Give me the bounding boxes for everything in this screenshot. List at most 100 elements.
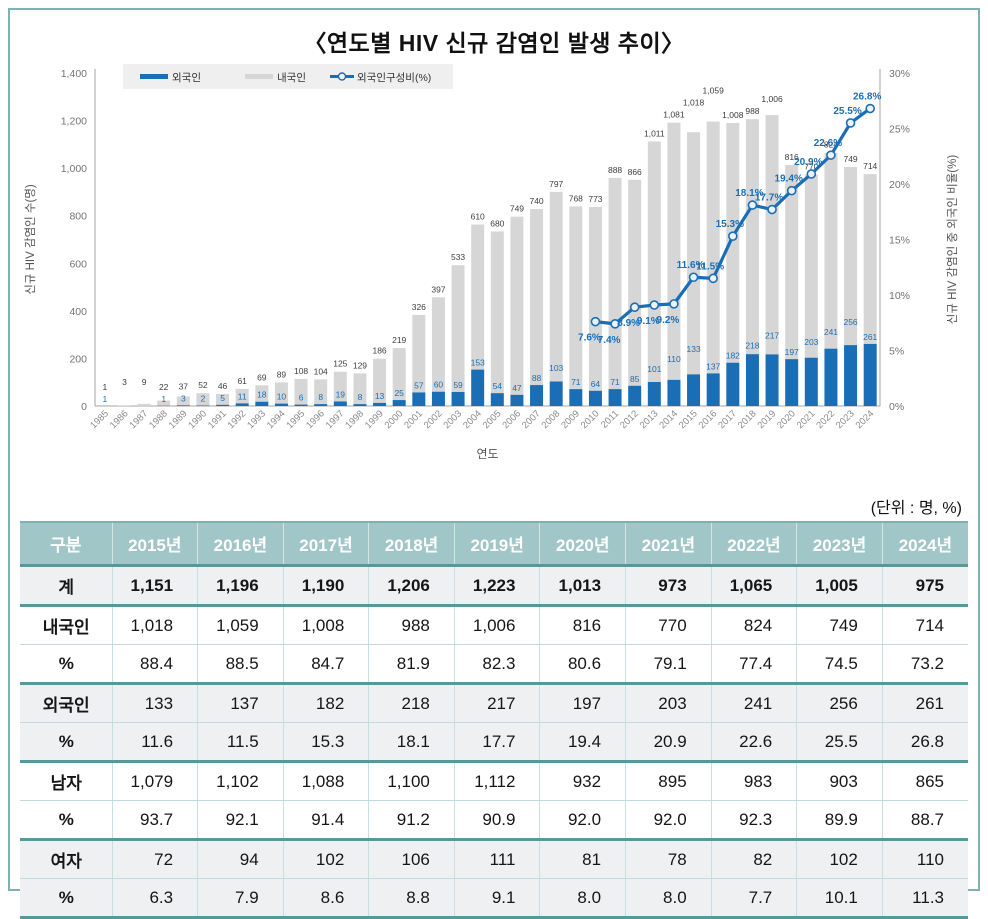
bar-foreign: [726, 363, 739, 406]
table-cell: 9.1: [454, 879, 540, 918]
table-cell: 88.5: [198, 645, 284, 684]
bar-label-foreign: 261: [863, 332, 877, 342]
bar-domestic: [589, 207, 602, 391]
hiv-trend-chart: 02004006008001,0001,2001,4000%5%10%15%20…: [0, 56, 988, 476]
chart-title: 〈연도별 HIV 신규 감염인 발생 추이〉: [0, 24, 988, 58]
bar-domestic: [118, 405, 131, 406]
bar-label-domestic: 397: [431, 284, 445, 294]
x-tick-label: 2024: [854, 408, 877, 431]
table-cell: 8.8: [369, 879, 455, 918]
bar-domestic: [766, 115, 779, 354]
bar-foreign: [491, 393, 504, 406]
y-left-axis-title: 신규 HIV 감염인 수(명): [24, 184, 37, 295]
bar-label-foreign: 19: [336, 389, 346, 399]
ratio-label: 25.5%: [833, 106, 861, 117]
bar-foreign: [373, 403, 386, 406]
bar-domestic: [628, 180, 641, 386]
bar-label-domestic: 1,008: [722, 110, 744, 120]
x-tick-label: 1990: [186, 408, 209, 431]
bar-foreign: [569, 389, 582, 406]
table-cell: 1,190: [283, 566, 369, 606]
bar-foreign: [412, 392, 425, 406]
table-header-year: 2024년: [882, 522, 968, 566]
bar-label-foreign: 203: [804, 337, 818, 347]
y-left-tick-label: 400: [69, 306, 87, 318]
table-cell: 22.6: [711, 723, 797, 762]
table-cell: 1,065: [711, 566, 797, 606]
bar-foreign: [295, 405, 308, 406]
ratio-point: [847, 119, 855, 127]
bar-foreign: [432, 392, 445, 406]
table-cell: 973: [626, 566, 712, 606]
table-cell: 77.4: [711, 645, 797, 684]
bars: [98, 115, 876, 406]
table-cell: 1,151: [112, 566, 198, 606]
x-tick-label: 2019: [755, 408, 778, 431]
bar-domestic: [452, 265, 465, 392]
table-cell: 11.3: [882, 879, 968, 918]
table-cell: 8.0: [626, 879, 712, 918]
x-tick-label: 2022: [814, 408, 837, 431]
bar-foreign: [255, 402, 268, 406]
row-label: 계: [20, 566, 112, 606]
bar-foreign: [216, 405, 229, 406]
table-cell: 74.5: [797, 645, 883, 684]
ratio-point: [788, 187, 796, 195]
ratio-label: 15.3%: [716, 219, 744, 230]
bar-label-domestic: 866: [628, 167, 642, 177]
x-tick-label: 2016: [697, 408, 720, 431]
x-tick-label: 1996: [304, 408, 327, 431]
table-header-year: 2018년: [369, 522, 455, 566]
bar-label-foreign: 71: [610, 377, 620, 387]
table-cell: 72: [112, 840, 198, 879]
bar-foreign: [510, 395, 523, 406]
ratio-point: [768, 206, 776, 214]
bar-label-domestic: 749: [843, 154, 857, 164]
bar-label-foreign: 88: [532, 373, 542, 383]
bar-foreign: [766, 354, 779, 406]
bar-foreign: [452, 392, 465, 406]
table-cell: 1,006: [454, 606, 540, 645]
row-label: %: [20, 801, 112, 840]
bar-label-domestic: 89: [277, 369, 287, 379]
bar-foreign: [746, 354, 759, 406]
table-cell: 1,112: [454, 762, 540, 801]
bar-label-foreign: 218: [745, 341, 759, 351]
bar-foreign: [236, 403, 249, 406]
table-cell: 133: [112, 684, 198, 723]
ratio-label: 17.7%: [755, 193, 783, 204]
bar-domestic: [707, 122, 720, 374]
table-header-year: 2023년: [797, 522, 883, 566]
y-right-tick-label: 10%: [889, 290, 910, 302]
table-cell: 92.0: [626, 801, 712, 840]
bar-domestic: [550, 192, 563, 382]
bar-label-domestic: 9: [142, 377, 147, 387]
table-cell: 89.9: [797, 801, 883, 840]
table-cell: 78: [626, 840, 712, 879]
table-header-year: 2020년: [540, 522, 626, 566]
bar-domestic: [138, 404, 151, 406]
bar-foreign: [687, 374, 700, 406]
table-cell: 102: [283, 840, 369, 879]
x-tick-label: 2007: [520, 408, 543, 431]
bar-label-domestic: 1,006: [761, 94, 783, 104]
legend-label-domestic: 내국인: [277, 72, 306, 84]
table-cell: 197: [540, 684, 626, 723]
x-tick-label: 2006: [500, 408, 523, 431]
table-cell: 92.0: [540, 801, 626, 840]
x-tick-label: 1989: [167, 408, 190, 431]
bar-label-foreign: 5: [220, 393, 225, 403]
bar-foreign: [589, 391, 602, 406]
row-label: %: [20, 645, 112, 684]
x-tick-label: 1987: [127, 408, 150, 431]
legend-label-foreign: 외국인: [172, 72, 201, 84]
bar-label-foreign: 6: [299, 393, 304, 403]
y-right-tick-label: 30%: [889, 68, 910, 80]
table-cell: 8.6: [283, 879, 369, 918]
table-cell: 26.8: [882, 723, 968, 762]
x-tick-label: 1995: [284, 408, 307, 431]
